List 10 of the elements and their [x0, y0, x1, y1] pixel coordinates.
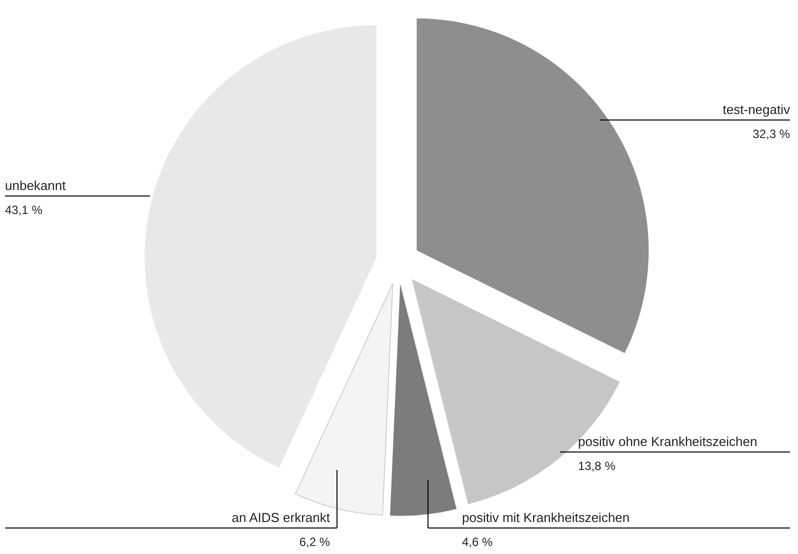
slice-label: unbekannt	[5, 178, 66, 193]
data-label: 32,3 %	[752, 127, 790, 141]
slice-label: test-negativ	[722, 102, 790, 117]
slice-label: positiv ohne Krankheitszeichen	[578, 434, 758, 449]
data-label: 13,8 %	[578, 459, 616, 473]
slice-label: positiv mit Krankheitszeichen	[462, 510, 630, 525]
data-label: 6,2 %	[299, 535, 330, 549]
data-label: 4,6 %	[462, 535, 494, 549]
data-label: 43,1 %	[5, 203, 43, 217]
slice-label: an AIDS erkrankt	[232, 510, 330, 525]
